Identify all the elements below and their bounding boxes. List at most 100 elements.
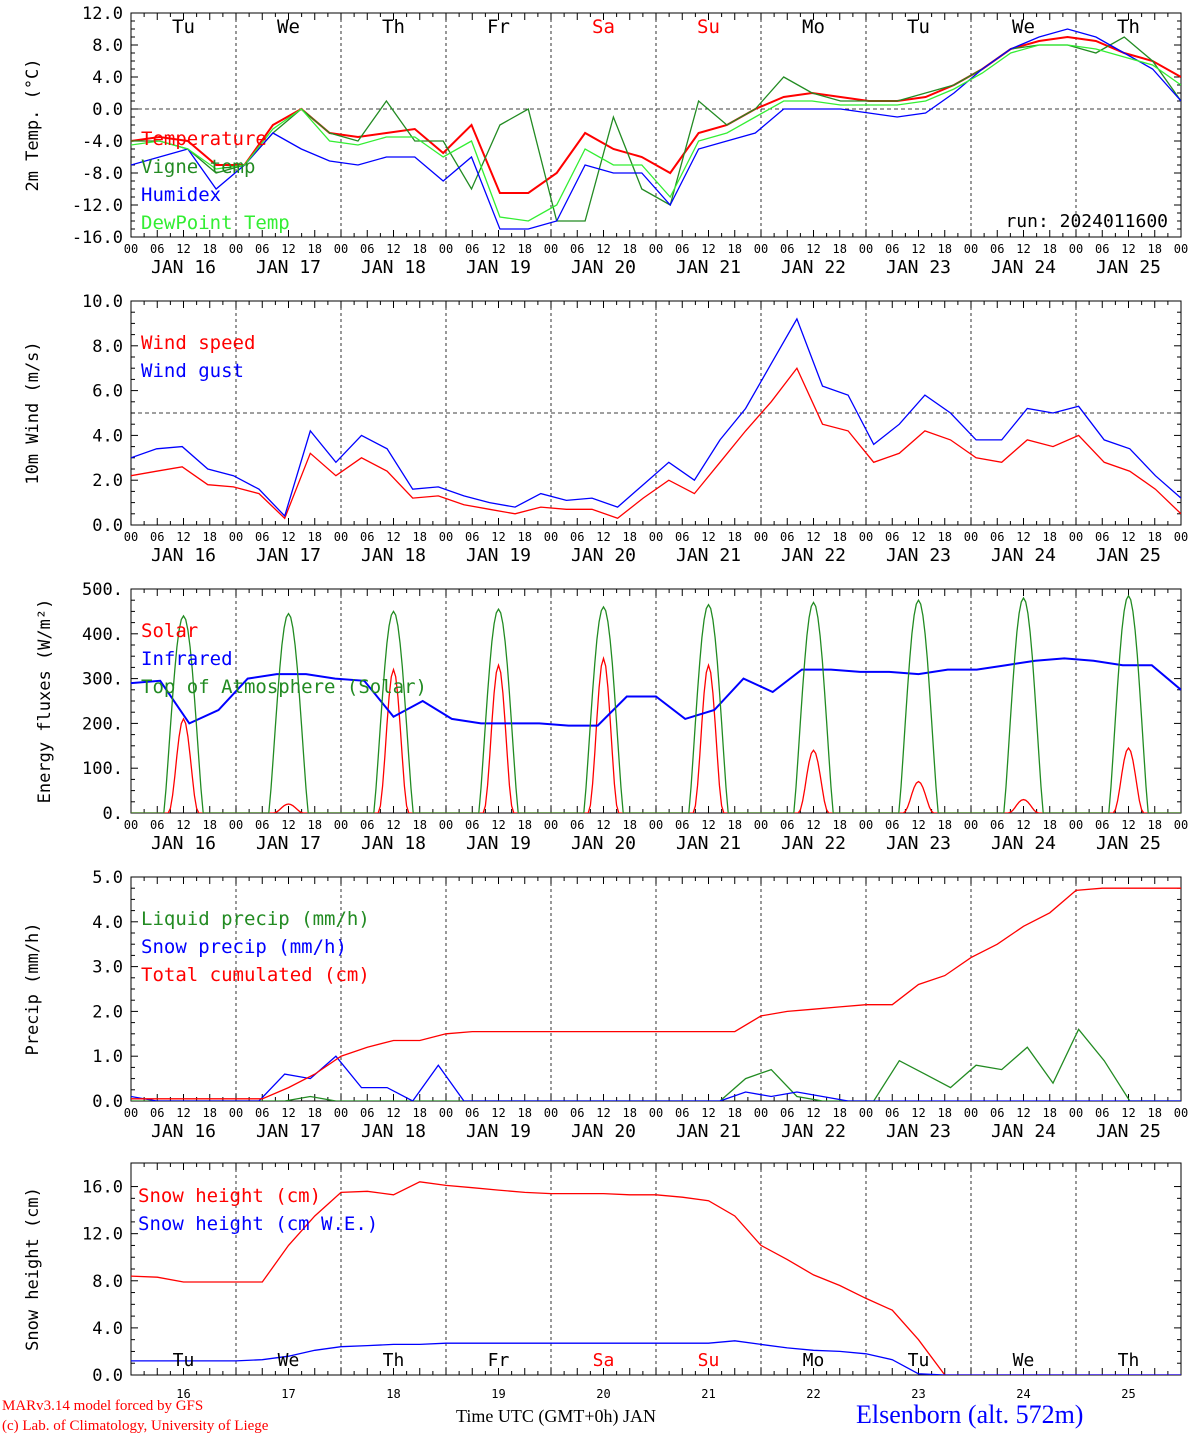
- y-tick-label: 1.0: [92, 1047, 123, 1067]
- hour-label: 18: [1148, 530, 1162, 544]
- date-label: JAN 22: [781, 1121, 846, 1142]
- hour-label: 18: [623, 1106, 637, 1120]
- series-line: [131, 657, 1181, 727]
- hour-label: 12: [596, 530, 610, 544]
- series-line: [131, 1028, 1181, 1101]
- date-label: JAN 20: [571, 257, 636, 278]
- weekday-label: We: [278, 1350, 300, 1371]
- hour-label: 12: [1016, 818, 1030, 832]
- series-line: [131, 656, 1181, 813]
- y-axis-label: Energy fluxes (W/m²): [35, 599, 55, 804]
- date-label: JAN 21: [676, 257, 741, 278]
- hour-label: 18: [833, 242, 847, 256]
- date-label: JAN 16: [151, 545, 216, 566]
- hour-label: 06: [255, 242, 269, 256]
- date-label: JAN 23: [886, 1121, 951, 1142]
- hour-label: 18: [938, 1106, 952, 1120]
- date-label: JAN 19: [466, 833, 531, 854]
- hour-label: 00: [649, 242, 663, 256]
- hour-label: 00: [544, 1106, 558, 1120]
- panel-3: Energy fluxes (W/m²): [35, 588, 1182, 814]
- hour-label: 06: [465, 818, 479, 832]
- panel-4: Precip (mm/h): [23, 876, 1182, 1102]
- date-label: JAN 17: [256, 1121, 321, 1142]
- date-label: JAN 18: [361, 545, 426, 566]
- hour-label: 12: [176, 1106, 190, 1120]
- date-label: JAN 25: [1096, 833, 1161, 854]
- y-tick-label: 200.: [82, 714, 123, 734]
- date-label: JAN 16: [151, 257, 216, 278]
- hour-label: 00: [964, 242, 978, 256]
- hour-label: 12: [281, 818, 295, 832]
- hour-label: 00: [1174, 242, 1188, 256]
- hour-label: 00: [124, 818, 138, 832]
- date-label: JAN 25: [1096, 1121, 1161, 1142]
- hour-label: 00: [859, 242, 873, 256]
- panel-2: 10m Wind (m/s): [23, 300, 1182, 526]
- legend-entry: Wind speed: [141, 332, 255, 354]
- weekday-label: Tu: [907, 16, 930, 38]
- hour-label: 12: [491, 530, 505, 544]
- hour-label: 12: [701, 818, 715, 832]
- hour-label: 06: [360, 530, 374, 544]
- hour-label: 00: [334, 242, 348, 256]
- hour-label: 18: [308, 242, 322, 256]
- date-label: JAN 20: [571, 1121, 636, 1142]
- legend-entry: Total cumulated (cm): [141, 964, 370, 986]
- hour-label: 00: [859, 530, 873, 544]
- y-tick-label: 300.: [82, 670, 123, 690]
- day-number: 25: [1121, 1387, 1135, 1401]
- station-label: Elsenborn (alt. 572m): [856, 1400, 1084, 1429]
- y-tick-label: 0.: [103, 804, 123, 824]
- hour-label: 06: [1095, 242, 1109, 256]
- y-tick-label: 4.0: [92, 1319, 123, 1339]
- hour-label: 12: [911, 242, 925, 256]
- hour-label: 18: [1148, 818, 1162, 832]
- legend-entry: DewPoint Temp: [141, 212, 290, 234]
- hour-label: 00: [1069, 818, 1083, 832]
- panel-frame: [130, 588, 1182, 814]
- y-tick-label: 2.0: [92, 471, 123, 491]
- hour-label: 18: [938, 530, 952, 544]
- hour-label: 18: [518, 818, 532, 832]
- date-label: JAN 23: [886, 545, 951, 566]
- hour-label: 12: [806, 530, 820, 544]
- hour-label: 12: [386, 818, 400, 832]
- hour-label: 00: [439, 818, 453, 832]
- hour-label: 18: [413, 530, 427, 544]
- hour-label: 00: [334, 1106, 348, 1120]
- hour-label: 18: [728, 1106, 742, 1120]
- hour-label: 12: [1016, 242, 1030, 256]
- hour-label: 00: [439, 1106, 453, 1120]
- day-number: 16: [176, 1387, 190, 1401]
- legend-entry: Infrared: [141, 648, 233, 670]
- series-line: [131, 366, 1181, 520]
- x-axis-label: Time UTC (GMT+0h) JAN: [456, 1406, 656, 1426]
- weekday-label: Sa: [593, 1350, 615, 1371]
- hour-label: 06: [570, 1106, 584, 1120]
- y-tick-label: 4.0: [92, 913, 123, 933]
- hour-label: 12: [701, 242, 715, 256]
- weekday-label: Tu: [172, 16, 195, 38]
- hour-label: 18: [938, 818, 952, 832]
- y-tick-label: -12.0: [72, 196, 123, 216]
- hour-label: 00: [544, 530, 558, 544]
- hour-label: 00: [859, 1106, 873, 1120]
- y-tick-label: 400.: [82, 625, 123, 645]
- hour-label: 00: [1174, 530, 1188, 544]
- hour-label: 18: [833, 818, 847, 832]
- hour-label: 18: [1043, 818, 1057, 832]
- hour-label: 06: [255, 818, 269, 832]
- y-tick-label: 100.: [82, 759, 123, 779]
- hour-label: 06: [885, 1106, 899, 1120]
- date-label: JAN 19: [466, 257, 531, 278]
- hour-label: 06: [570, 530, 584, 544]
- lab-credit: (c) Lab. of Climatology, University of L…: [2, 1418, 269, 1434]
- day-number: 17: [281, 1387, 295, 1401]
- hour-label: 06: [360, 242, 374, 256]
- y-tick-label: 6.0: [92, 382, 123, 402]
- hour-label: 06: [465, 530, 479, 544]
- legend-entry: Snow height (cm W.E.): [138, 1213, 378, 1235]
- legend-entry: Snow precip (mm/h): [141, 936, 347, 958]
- hour-label: 18: [1148, 242, 1162, 256]
